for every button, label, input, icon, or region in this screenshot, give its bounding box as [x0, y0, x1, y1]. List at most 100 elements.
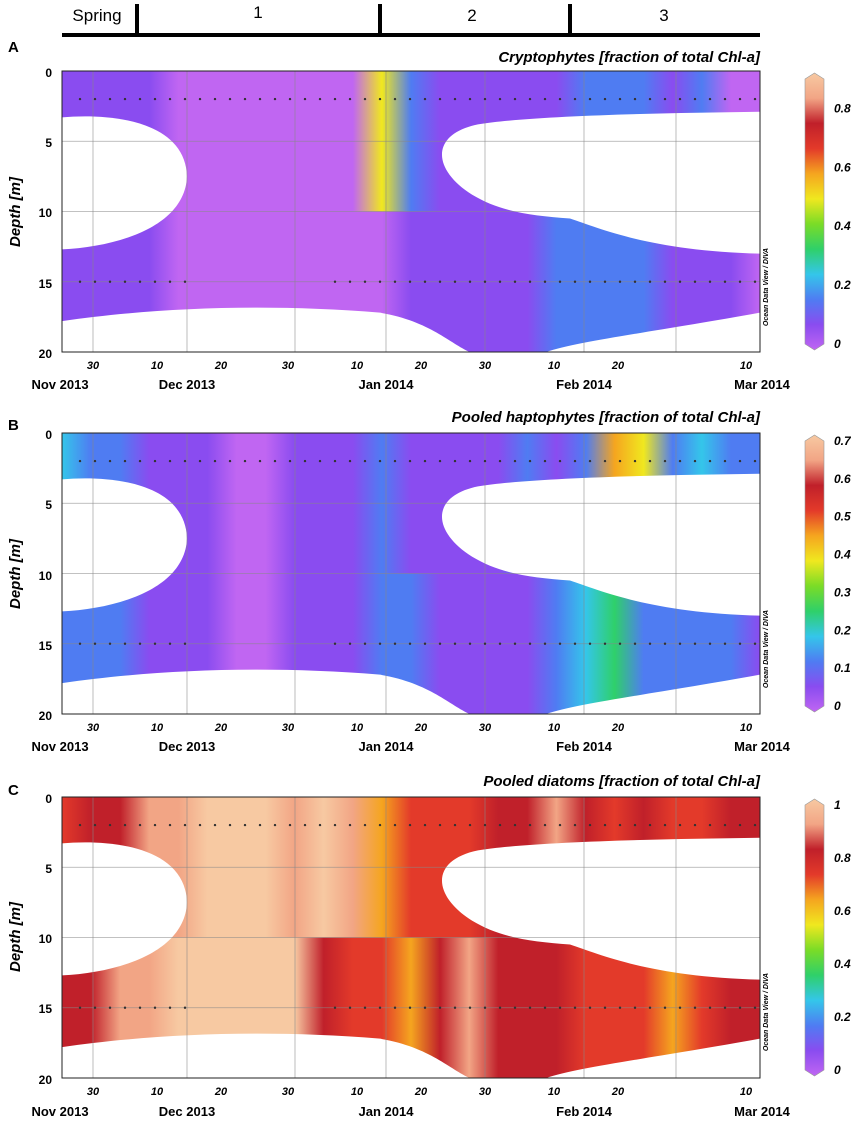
sample-point	[678, 97, 682, 101]
x-day-label: 10	[548, 1086, 561, 1098]
credit-label: Ocean Data View / DIVA	[763, 973, 770, 1051]
colorbar-tick-label: 0.6	[834, 160, 851, 174]
sample-point	[138, 1006, 142, 1009]
x-day-label: 10	[740, 722, 753, 734]
y-axis-label: Depth [m]	[7, 538, 24, 609]
x-month-label: Nov 2013	[31, 1104, 88, 1119]
colorbar-tick-label: 0.6	[834, 472, 851, 486]
sample-point	[408, 97, 412, 101]
sample-point	[753, 823, 757, 827]
colorbar-gradient	[804, 798, 825, 1077]
sample-point	[273, 823, 277, 827]
sample-point	[348, 1006, 352, 1009]
sample-point	[228, 97, 232, 101]
sample-point	[648, 459, 652, 463]
sample-point	[678, 642, 682, 645]
sample-point	[123, 459, 127, 463]
panel-b: B Pooled haptophytes [fraction of total …	[7, 409, 851, 754]
sample-point	[603, 1006, 607, 1009]
sample-point	[753, 459, 757, 463]
y-ticks: 0 5 10 15 20	[39, 792, 53, 1087]
y-tick-label: 5	[45, 498, 52, 512]
sample-point	[543, 642, 547, 645]
sample-point	[543, 459, 547, 463]
sample-point	[318, 97, 322, 101]
sample-point	[618, 280, 622, 283]
colorbar: 0 0.2 0.4 0.6 0.8 1	[804, 798, 851, 1077]
sample-point	[153, 823, 157, 827]
sample-point	[738, 1006, 742, 1009]
sample-point	[468, 642, 472, 645]
sample-point	[243, 823, 247, 827]
sample-point	[573, 1006, 577, 1009]
plot-frame	[61, 70, 761, 353]
sample-point	[558, 1006, 562, 1009]
colorbar: 0 0.1 0.2 0.3 0.4 0.5 0.6 0.7	[804, 434, 851, 713]
sample-point	[108, 1006, 112, 1009]
x-day-label: 30	[479, 722, 492, 734]
y-tick-label: 0	[45, 66, 52, 80]
sample-point	[528, 280, 532, 283]
x-day-labels: 30 10 20 30 10 20 30 10 20 10	[87, 1086, 753, 1098]
sample-point	[498, 823, 502, 827]
sample-point	[468, 97, 472, 101]
no-data-region	[546, 312, 760, 352]
colorbar-tick-label: 0.4	[834, 219, 851, 233]
sample-point	[753, 280, 757, 283]
sample-point	[633, 280, 637, 283]
sample-point	[543, 97, 547, 101]
x-day-label: 10	[740, 360, 753, 372]
sample-point	[423, 642, 427, 645]
panel-letter: B	[8, 417, 19, 434]
sample-point	[78, 280, 82, 283]
sample-point	[708, 1006, 712, 1009]
x-month-label: Dec 2013	[159, 1104, 215, 1119]
sample-point	[708, 97, 712, 101]
sample-point	[408, 1006, 412, 1009]
sample-point	[138, 280, 142, 283]
sample-point	[198, 97, 202, 101]
sample-point	[228, 823, 232, 827]
sample-point	[528, 642, 532, 645]
sample-point	[303, 97, 307, 101]
sample-point	[483, 97, 487, 101]
sample-point	[408, 459, 412, 463]
sample-point	[183, 642, 187, 645]
no-data-region	[441, 837, 760, 980]
sample-point	[618, 642, 622, 645]
sample-point	[438, 1006, 442, 1009]
sample-point	[423, 459, 427, 463]
panel-c: C Pooled diatoms [fraction of total Chl-…	[7, 773, 851, 1119]
sample-point	[123, 280, 127, 283]
colorbar-tick-label: 0	[834, 1063, 841, 1077]
x-month-labels: Nov 2013 Dec 2013 Jan 2014 Feb 2014 Mar …	[31, 739, 790, 754]
sample-point	[243, 97, 247, 101]
sample-point	[468, 1006, 472, 1009]
sample-point	[663, 280, 667, 283]
colorbar-tick-label: 0.2	[834, 623, 851, 637]
sample-point	[423, 823, 427, 827]
sample-point	[678, 1006, 682, 1009]
sample-point	[708, 642, 712, 645]
sample-point	[93, 642, 97, 645]
x-month-label: Jan 2014	[359, 377, 415, 392]
sample-point	[408, 823, 412, 827]
sample-point	[693, 97, 697, 101]
sample-point	[123, 823, 127, 827]
sample-point	[138, 642, 142, 645]
sample-point	[453, 823, 457, 827]
sample-point	[198, 823, 202, 827]
sample-point	[498, 1006, 502, 1009]
sample-point	[378, 642, 382, 645]
sample-point	[318, 459, 322, 463]
colorbar-tick-label: 0.4	[834, 548, 851, 562]
sample-point	[318, 823, 322, 827]
y-tick-label: 10	[39, 932, 53, 946]
sample-point	[378, 823, 382, 827]
sample-point	[648, 823, 652, 827]
sample-point	[348, 823, 352, 827]
x-month-label: Jan 2014	[359, 1104, 415, 1119]
sample-point	[483, 280, 487, 283]
x-month-label: Mar 2014	[734, 739, 790, 754]
sample-point	[483, 459, 487, 463]
